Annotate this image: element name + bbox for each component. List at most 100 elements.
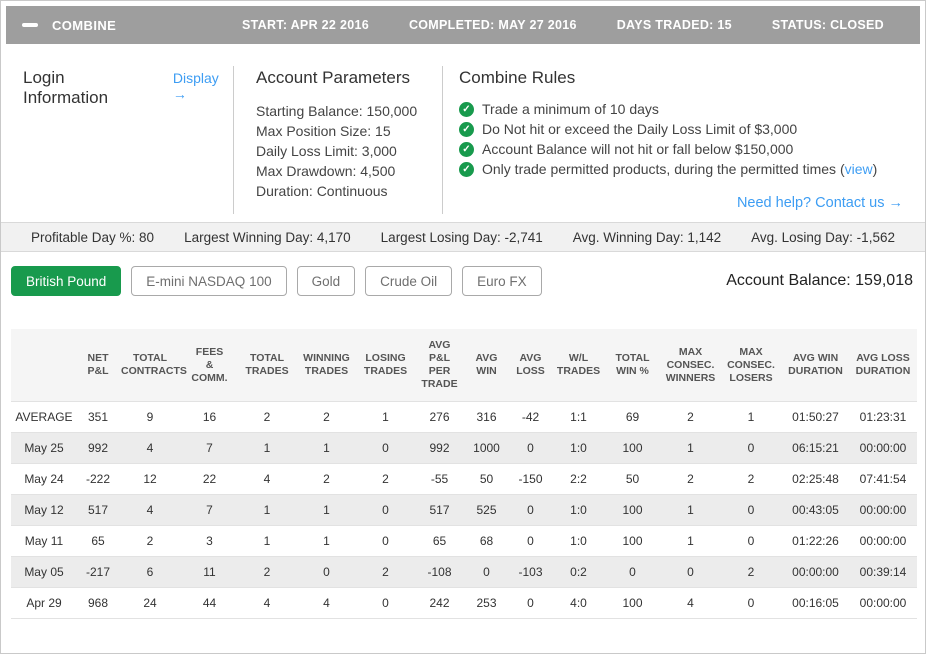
instrument-tab-e-mini-nasdaq-100[interactable]: E-mini NASDAQ 100 xyxy=(131,266,287,296)
table-header-cell: TOTAL WIN % xyxy=(604,329,661,402)
performance-table-wrap: NET P&L TOTAL CONTRACTS FEES & COMM. TOTAL … xyxy=(11,329,917,619)
table-cell: 1 xyxy=(323,441,330,455)
table-cell: 2 xyxy=(263,565,271,579)
table-row: May 11 65 2 3 1 1 0 65 68 0 1:0 100 1 0 01:22:26 00:00:… xyxy=(11,526,917,557)
table-cell: 00:00:00 xyxy=(792,565,839,579)
table-cell: 69 xyxy=(625,410,640,424)
table-cell: 316 xyxy=(476,410,497,424)
section-divider xyxy=(233,66,234,214)
table-cell: 1:1 xyxy=(570,410,587,424)
table-cell: -150 xyxy=(518,472,543,486)
summary-stat-item: Largest Winning Day: 4,170 xyxy=(184,229,351,245)
collapse-icon[interactable] xyxy=(22,23,38,27)
table-cell: -108 xyxy=(427,565,452,579)
login-information-title: Login Information xyxy=(23,68,109,107)
table-header-cell: TOTAL TRADES xyxy=(238,329,296,402)
info-panel: Login Information Display → Account Para… xyxy=(1,44,925,222)
topbar-stats: START: APR 22 2016 COMPLETED: MAY 27 2016… xyxy=(222,18,904,32)
help-row: Need help? Contact us → xyxy=(459,194,903,212)
rule-item: ✓ Only trade permitted products, during t… xyxy=(459,159,903,179)
row-label: May 12 xyxy=(24,503,64,517)
table-header-cell: AVG LOSS xyxy=(508,329,553,402)
table-cell: 22 xyxy=(202,472,217,486)
table-cell: 1 xyxy=(382,410,389,424)
table-cell: 0 xyxy=(747,596,755,610)
summary-stats-bar: Profitable Day %: 80 Largest Winning Day:… xyxy=(1,222,925,252)
instrument-toolbar: British Pound E-mini NASDAQ 100 Gold Crude … xyxy=(1,252,925,296)
table-cell: 0 xyxy=(382,596,389,610)
table-header-cell: WINNING TRADES xyxy=(296,329,357,402)
table-cell: 9 xyxy=(146,410,154,424)
table-cell: 6 xyxy=(146,565,154,579)
parameter-line: Max Position Size: 15 xyxy=(256,123,391,139)
table-cell: 1 xyxy=(263,503,271,517)
table-header-cell xyxy=(11,329,77,402)
table-cell: 00:43:05 xyxy=(792,503,839,517)
table-cell: 12 xyxy=(143,472,157,486)
combine-rules-section: Combine Rules ✓ Trade a minimum of 10 day… xyxy=(443,58,925,222)
table-cell: 1 xyxy=(687,441,694,455)
table-header-cell: FEES & COMM. xyxy=(181,329,238,402)
table-cell: 2 xyxy=(146,534,154,548)
table-cell: 2 xyxy=(323,472,330,486)
table-cell: 00:00:00 xyxy=(859,503,907,517)
instrument-tab-british-pound[interactable]: British Pound xyxy=(11,266,122,296)
table-cell: 968 xyxy=(87,596,109,610)
table-header-cell: TOTAL CONTRACTS xyxy=(119,329,187,402)
instrument-tabs: British Pound E-mini NASDAQ 100 Gold Crude … xyxy=(11,266,542,296)
table-cell: 0 xyxy=(382,441,389,455)
table-cell: 11 xyxy=(203,565,216,579)
table-header-cell: NET P&L xyxy=(77,329,119,402)
parameter-line: Duration: Continuous xyxy=(256,183,388,199)
table-cell: 24 xyxy=(143,596,157,610)
instrument-tab-crude-oil[interactable]: Crude Oil xyxy=(365,266,453,296)
table-cell: 4 xyxy=(146,503,154,517)
table-cell: 2 xyxy=(263,410,271,424)
account-parameters-list: Starting Balance: 150,000 Max Position Si… xyxy=(256,101,442,201)
parameter-line: Daily Loss Limit: 3,000 xyxy=(256,143,397,159)
rule-text: Trade a minimum of 10 days xyxy=(482,101,659,117)
table-header-cell: LOSING TRADES xyxy=(357,329,414,402)
table-cell: 276 xyxy=(429,410,450,424)
contact-us-link[interactable]: Need help? Contact us → xyxy=(736,195,903,211)
rule-item: ✓ Trade a minimum of 10 days xyxy=(459,99,903,119)
table-cell: 65 xyxy=(432,534,447,548)
section-divider xyxy=(442,66,443,214)
table-cell: 1000 xyxy=(473,441,500,455)
table-cell: 0 xyxy=(323,565,330,579)
table-cell: 2 xyxy=(747,472,755,486)
table-cell: 100 xyxy=(622,441,643,455)
topbar-stat-item: STATUS: CLOSED xyxy=(771,18,884,32)
table-cell: 0 xyxy=(527,503,534,517)
instrument-tab-gold[interactable]: Gold xyxy=(296,266,356,296)
topbar-stat-item: START: APR 22 2016 xyxy=(241,18,369,32)
table-cell: 1 xyxy=(323,534,330,548)
table-header-cell: AVG WIN xyxy=(465,329,508,402)
summary-stat-item: Avg. Winning Day: 1,142 xyxy=(572,229,722,245)
table-cell: 4 xyxy=(263,472,271,486)
display-login-link[interactable]: Display → xyxy=(172,70,219,102)
table-cell: 1 xyxy=(263,441,271,455)
table-cell: 1 xyxy=(747,410,755,424)
table-cell: 992 xyxy=(429,441,450,455)
table-cell: -217 xyxy=(85,565,111,579)
account-parameters-title: Account Parameters xyxy=(256,68,411,87)
table-cell: 525 xyxy=(476,503,497,517)
table-cell: -55 xyxy=(430,472,449,486)
table-cell: 0 xyxy=(527,596,534,610)
table-cell: 44 xyxy=(202,596,217,610)
check-icon: ✓ xyxy=(459,101,474,117)
rule-text: Do Not hit or exceed the Daily Loss Limi… xyxy=(482,121,798,137)
combine-rules-title: Combine Rules xyxy=(459,68,576,87)
table-cell: 1 xyxy=(687,503,694,517)
row-label: AVERAGE xyxy=(15,410,73,424)
table-cell: 00:00:00 xyxy=(859,534,907,548)
table-cell: 1 xyxy=(687,534,694,548)
table-cell: 242 xyxy=(429,596,450,610)
parameter-line: Starting Balance: 150,000 xyxy=(256,103,418,119)
summary-stat-item: Largest Losing Day: -2,741 xyxy=(380,229,543,245)
instrument-tab-euro-fx[interactable]: Euro FX xyxy=(462,266,542,296)
table-cell: 50 xyxy=(625,472,640,486)
rule-view-link[interactable]: view xyxy=(844,161,873,177)
table-cell: -42 xyxy=(521,410,540,424)
